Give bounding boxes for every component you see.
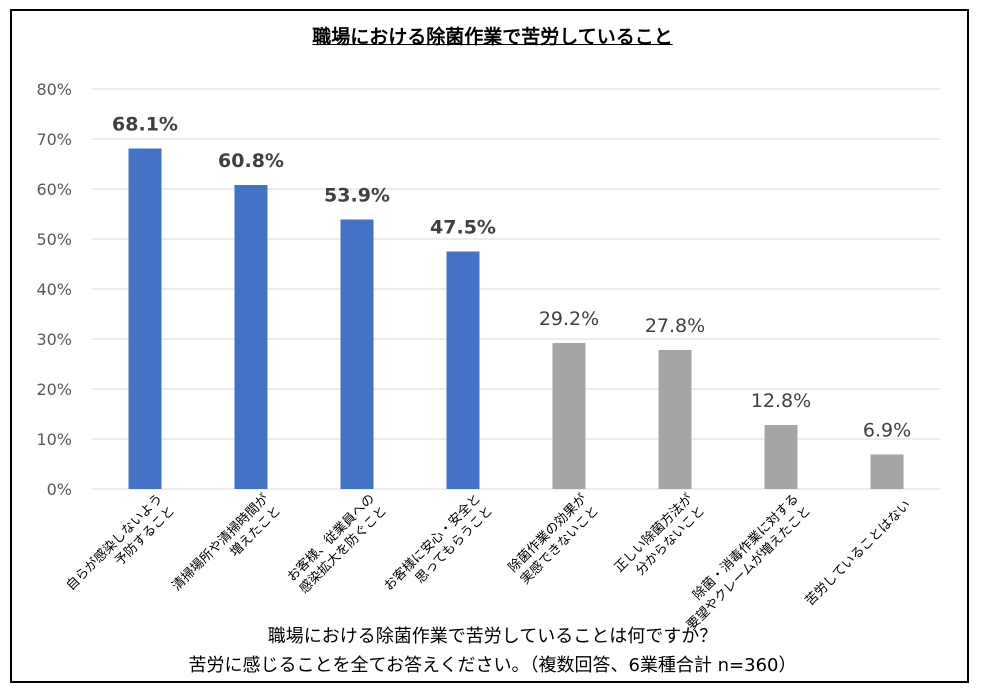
bar xyxy=(658,350,692,489)
chart-title: 職場における除菌作業で苦労していること xyxy=(312,26,673,48)
y-tick-label: 40% xyxy=(36,280,72,299)
y-tick-label: 50% xyxy=(36,230,72,249)
data-label: 53.9% xyxy=(324,185,390,207)
data-label: 29.2% xyxy=(539,308,599,330)
x-category-label-line: 除菌・消毒作業に対する xyxy=(690,491,802,603)
x-category-label-line: 要望やクレームが増えたこと xyxy=(684,503,815,634)
bar xyxy=(234,185,268,489)
bar xyxy=(128,148,162,489)
bar xyxy=(552,343,586,489)
data-label: 27.8% xyxy=(645,315,705,337)
chart-frame xyxy=(10,9,969,683)
data-label: 6.9% xyxy=(863,420,911,442)
x-category-label-line: 清掃場所や清掃時間が xyxy=(169,491,272,594)
x-category-label: 苦労していることはない xyxy=(802,497,914,609)
survey-instructions: 苦労に感じることを全てお答えください。（複数回答、6業種合計 n=360） xyxy=(188,655,797,676)
data-label: 47.5% xyxy=(430,217,496,239)
y-axis-tick-labels: 0% 10% 20% 30% 40% 50% 60% 70% 80% xyxy=(36,80,72,499)
bar xyxy=(340,219,374,489)
y-tick-label: 20% xyxy=(36,380,72,399)
y-tick-label: 10% xyxy=(36,430,72,449)
x-category-label-line: お客様に安心・安全と xyxy=(381,491,484,594)
y-tick-label: 70% xyxy=(36,130,72,149)
bars xyxy=(128,148,904,489)
gridlines xyxy=(92,88,940,490)
bar xyxy=(870,454,904,489)
y-tick-label: 80% xyxy=(36,80,72,99)
bar xyxy=(446,251,480,489)
survey-question: 職場における除菌作業で苦労していることは何ですか？ xyxy=(267,626,718,647)
y-tick-label: 60% xyxy=(36,180,72,199)
y-tick-label: 30% xyxy=(36,330,72,349)
data-label: 60.8% xyxy=(218,150,284,172)
data-labels: 68.1% 60.8% 53.9% 47.5% 29.2% 27.8% 12.8% 6.9% xyxy=(112,114,911,442)
bar xyxy=(764,425,798,489)
data-label: 12.8% xyxy=(751,390,811,412)
x-category-label-line: 自らが感染しないよう xyxy=(63,491,166,594)
x-category-label-line: 苦労していることはない xyxy=(802,497,914,609)
data-label: 68.1% xyxy=(112,114,178,136)
y-tick-label: 0% xyxy=(47,480,72,499)
